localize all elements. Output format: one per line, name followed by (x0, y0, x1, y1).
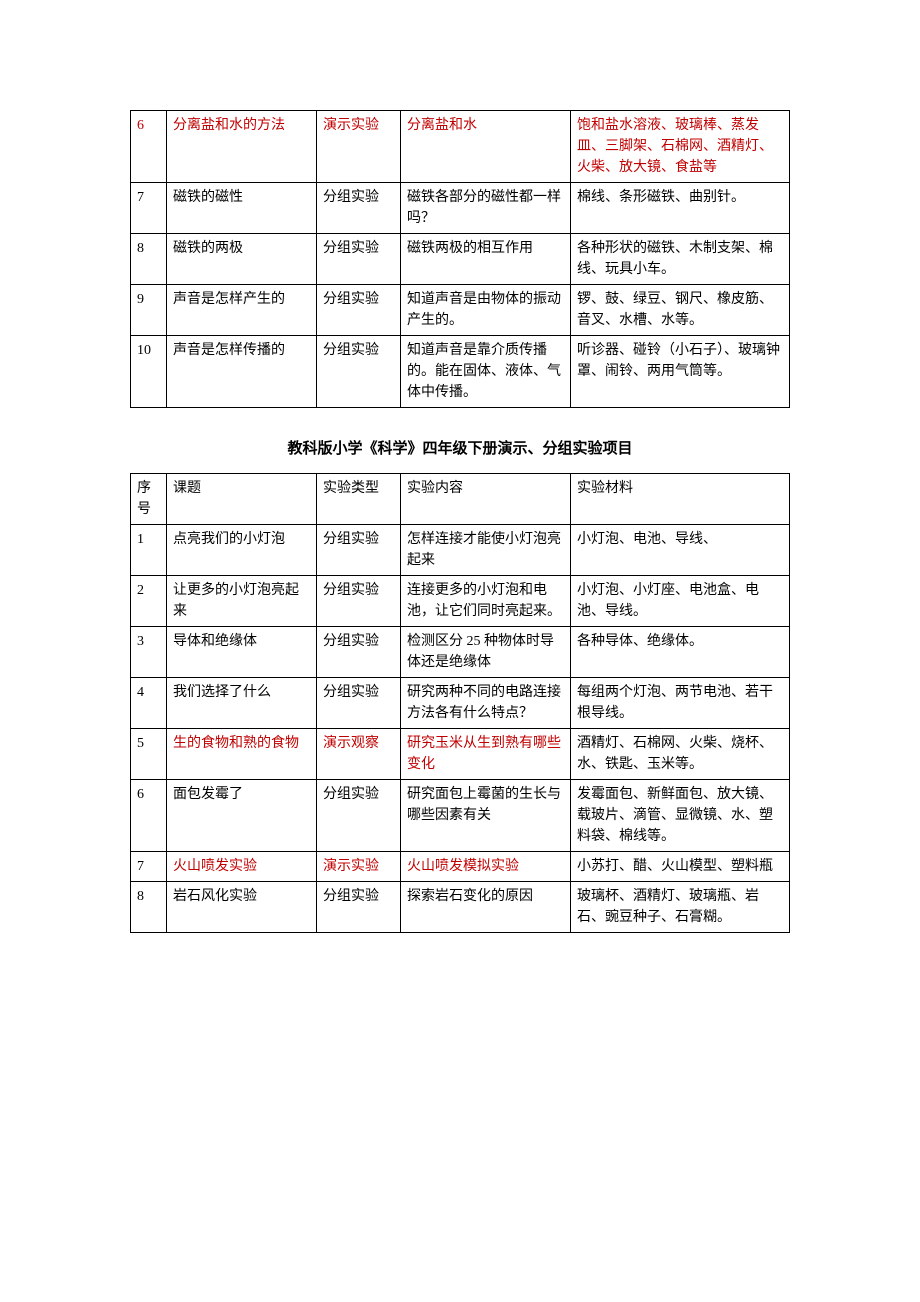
cell-topic: 分离盐和水的方法 (167, 111, 317, 183)
cell-topic: 生的食物和熟的食物 (167, 728, 317, 779)
cell-topic: 岩石风化实验 (167, 881, 317, 932)
cell-num: 4 (131, 677, 167, 728)
cell-content: 知道声音是靠介质传播的。能在固体、液体、气体中传播。 (401, 336, 571, 408)
cell-content: 磁铁两极的相互作用 (401, 234, 571, 285)
cell-materials: 酒精灯、石棉网、火柴、烧杯、水、铁匙、玉米等。 (571, 728, 790, 779)
cell-materials: 小灯泡、小灯座、电池盒、电池、导线。 (571, 575, 790, 626)
cell-materials: 各种形状的磁铁、木制支架、棉线、玩具小车。 (571, 234, 790, 285)
table-row: 10声音是怎样传播的分组实验知道声音是靠介质传播的。能在固体、液体、气体中传播。… (131, 336, 790, 408)
col-materials-header: 实验材料 (571, 473, 790, 524)
cell-materials: 小灯泡、电池、导线、 (571, 524, 790, 575)
cell-content: 磁铁各部分的磁性都一样吗？ (401, 183, 571, 234)
section-heading: 教科版小学《科学》四年级下册演示、分组实验项目 (130, 438, 790, 461)
cell-materials: 听诊器、碰铃（小石子）、玻璃钟罩、闹铃、两用气筒等。 (571, 336, 790, 408)
table-header-row: 序号 课题 实验类型 实验内容 实验材料 (131, 473, 790, 524)
cell-num: 7 (131, 851, 167, 881)
experiments-table-1: 6分离盐和水的方法演示实验分离盐和水饱和盐水溶液、玻璃棒、蒸发皿、三脚架、石棉网… (130, 110, 790, 408)
cell-topic: 点亮我们的小灯泡 (167, 524, 317, 575)
cell-type: 分组实验 (317, 575, 401, 626)
cell-topic: 面包发霉了 (167, 779, 317, 851)
cell-materials: 玻璃杯、酒精灯、玻璃瓶、岩石、豌豆种子、石膏糊。 (571, 881, 790, 932)
cell-content: 分离盐和水 (401, 111, 571, 183)
cell-materials: 发霉面包、新鲜面包、放大镜、载玻片、滴管、显微镜、水、塑料袋、棉线等。 (571, 779, 790, 851)
cell-type: 演示实验 (317, 111, 401, 183)
cell-content: 火山喷发模拟实验 (401, 851, 571, 881)
experiments-table-2: 序号 课题 实验类型 实验内容 实验材料 1点亮我们的小灯泡分组实验怎样连接才能… (130, 473, 790, 933)
cell-content: 研究面包上霉菌的生长与哪些因素有关 (401, 779, 571, 851)
cell-type: 分组实验 (317, 234, 401, 285)
cell-materials: 棉线、条形磁铁、曲别针。 (571, 183, 790, 234)
cell-topic: 我们选择了什么 (167, 677, 317, 728)
col-content-header: 实验内容 (401, 473, 571, 524)
cell-type: 分组实验 (317, 336, 401, 408)
cell-type: 演示实验 (317, 851, 401, 881)
cell-topic: 导体和绝缘体 (167, 626, 317, 677)
cell-content: 怎样连接才能使小灯泡亮起来 (401, 524, 571, 575)
cell-num: 2 (131, 575, 167, 626)
col-topic-header: 课题 (167, 473, 317, 524)
col-num-header: 序号 (131, 473, 167, 524)
cell-materials: 饱和盐水溶液、玻璃棒、蒸发皿、三脚架、石棉网、酒精灯、火柴、放大镜、食盐等 (571, 111, 790, 183)
cell-num: 8 (131, 234, 167, 285)
cell-type: 分组实验 (317, 285, 401, 336)
table-row: 8岩石风化实验分组实验探索岩石变化的原因玻璃杯、酒精灯、玻璃瓶、岩石、豌豆种子、… (131, 881, 790, 932)
cell-topic: 磁铁的磁性 (167, 183, 317, 234)
cell-num: 1 (131, 524, 167, 575)
cell-num: 6 (131, 779, 167, 851)
cell-type: 分组实验 (317, 626, 401, 677)
cell-content: 探索岩石变化的原因 (401, 881, 571, 932)
cell-topic: 让更多的小灯泡亮起来 (167, 575, 317, 626)
table-row: 6分离盐和水的方法演示实验分离盐和水饱和盐水溶液、玻璃棒、蒸发皿、三脚架、石棉网… (131, 111, 790, 183)
table-row: 1点亮我们的小灯泡分组实验怎样连接才能使小灯泡亮起来小灯泡、电池、导线、 (131, 524, 790, 575)
table-row: 7磁铁的磁性分组实验磁铁各部分的磁性都一样吗？棉线、条形磁铁、曲别针。 (131, 183, 790, 234)
cell-type: 分组实验 (317, 881, 401, 932)
cell-materials: 小苏打、醋、火山模型、塑料瓶 (571, 851, 790, 881)
cell-type: 演示观察 (317, 728, 401, 779)
table-row: 8磁铁的两极分组实验磁铁两极的相互作用各种形状的磁铁、木制支架、棉线、玩具小车。 (131, 234, 790, 285)
cell-topic: 磁铁的两极 (167, 234, 317, 285)
cell-materials: 锣、鼓、绿豆、钢尺、橡皮筋、音叉、水槽、水等。 (571, 285, 790, 336)
cell-num: 10 (131, 336, 167, 408)
table-row: 5生的食物和熟的食物演示观察研究玉米从生到熟有哪些变化酒精灯、石棉网、火柴、烧杯… (131, 728, 790, 779)
cell-type: 分组实验 (317, 779, 401, 851)
cell-type: 分组实验 (317, 677, 401, 728)
cell-num: 7 (131, 183, 167, 234)
cell-content: 连接更多的小灯泡和电池，让它们同时亮起来。 (401, 575, 571, 626)
col-type-header: 实验类型 (317, 473, 401, 524)
cell-content: 知道声音是由物体的振动产生的。 (401, 285, 571, 336)
cell-num: 3 (131, 626, 167, 677)
cell-content: 研究玉米从生到熟有哪些变化 (401, 728, 571, 779)
cell-num: 5 (131, 728, 167, 779)
table-row: 9声音是怎样产生的分组实验知道声音是由物体的振动产生的。锣、鼓、绿豆、钢尺、橡皮… (131, 285, 790, 336)
cell-topic: 声音是怎样传播的 (167, 336, 317, 408)
cell-content: 检测区分 25 种物体时导体还是绝缘体 (401, 626, 571, 677)
cell-num: 6 (131, 111, 167, 183)
table-row: 2让更多的小灯泡亮起来分组实验连接更多的小灯泡和电池，让它们同时亮起来。小灯泡、… (131, 575, 790, 626)
table-row: 6面包发霉了分组实验研究面包上霉菌的生长与哪些因素有关发霉面包、新鲜面包、放大镜… (131, 779, 790, 851)
cell-num: 8 (131, 881, 167, 932)
cell-type: 分组实验 (317, 524, 401, 575)
cell-topic: 声音是怎样产生的 (167, 285, 317, 336)
cell-materials: 每组两个灯泡、两节电池、若干根导线。 (571, 677, 790, 728)
cell-materials: 各种导体、绝缘体。 (571, 626, 790, 677)
cell-num: 9 (131, 285, 167, 336)
cell-type: 分组实验 (317, 183, 401, 234)
cell-topic: 火山喷发实验 (167, 851, 317, 881)
table-row: 3导体和绝缘体分组实验检测区分 25 种物体时导体还是绝缘体各种导体、绝缘体。 (131, 626, 790, 677)
table-row: 4我们选择了什么分组实验研究两种不同的电路连接方法各有什么特点？每组两个灯泡、两… (131, 677, 790, 728)
cell-content: 研究两种不同的电路连接方法各有什么特点？ (401, 677, 571, 728)
table-row: 7火山喷发实验演示实验火山喷发模拟实验小苏打、醋、火山模型、塑料瓶 (131, 851, 790, 881)
